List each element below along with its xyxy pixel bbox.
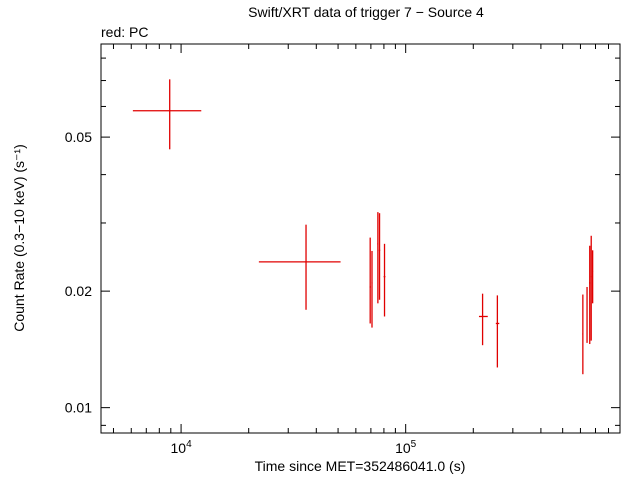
data-point xyxy=(592,250,594,304)
data-point xyxy=(383,243,386,317)
x-tick-label-base: 10 xyxy=(395,440,411,456)
data-point xyxy=(371,250,373,328)
data-point xyxy=(478,293,488,346)
data-point xyxy=(132,79,202,150)
y-axis-label: Count Rate (0.3−10 keV) (s⁻¹) xyxy=(11,144,27,332)
data-point xyxy=(378,213,381,300)
data-point xyxy=(258,224,341,310)
y-tick-label: 0.01 xyxy=(65,400,92,416)
data-point xyxy=(582,294,584,375)
y-tick-label: 0.02 xyxy=(65,283,92,299)
x-tick-label: 104 xyxy=(171,439,193,456)
data-point xyxy=(377,212,379,304)
data-point xyxy=(495,295,500,368)
x-axis: 104 105 xyxy=(112,44,621,456)
data-point xyxy=(586,286,588,343)
y-tick-label: 0.05 xyxy=(65,129,92,145)
data-point xyxy=(369,237,371,324)
x-tick-label-exponent: 4 xyxy=(186,439,192,450)
data-point xyxy=(590,235,592,341)
x-tick-label-exponent: 5 xyxy=(411,439,417,450)
plot-frame xyxy=(100,43,621,434)
x-tick-label: 105 xyxy=(395,439,417,456)
y-axis: 0.01 0.02 0.05 xyxy=(65,57,620,426)
x-axis-label: Time since MET=352486041.0 (s) xyxy=(255,458,466,474)
mode-label: red: PC xyxy=(101,24,148,40)
x-tick-label-base: 10 xyxy=(171,440,187,456)
data-points xyxy=(132,79,594,375)
chart-title: Swift/XRT data of trigger 7 − Source 4 xyxy=(248,4,484,20)
data-point xyxy=(589,245,591,345)
